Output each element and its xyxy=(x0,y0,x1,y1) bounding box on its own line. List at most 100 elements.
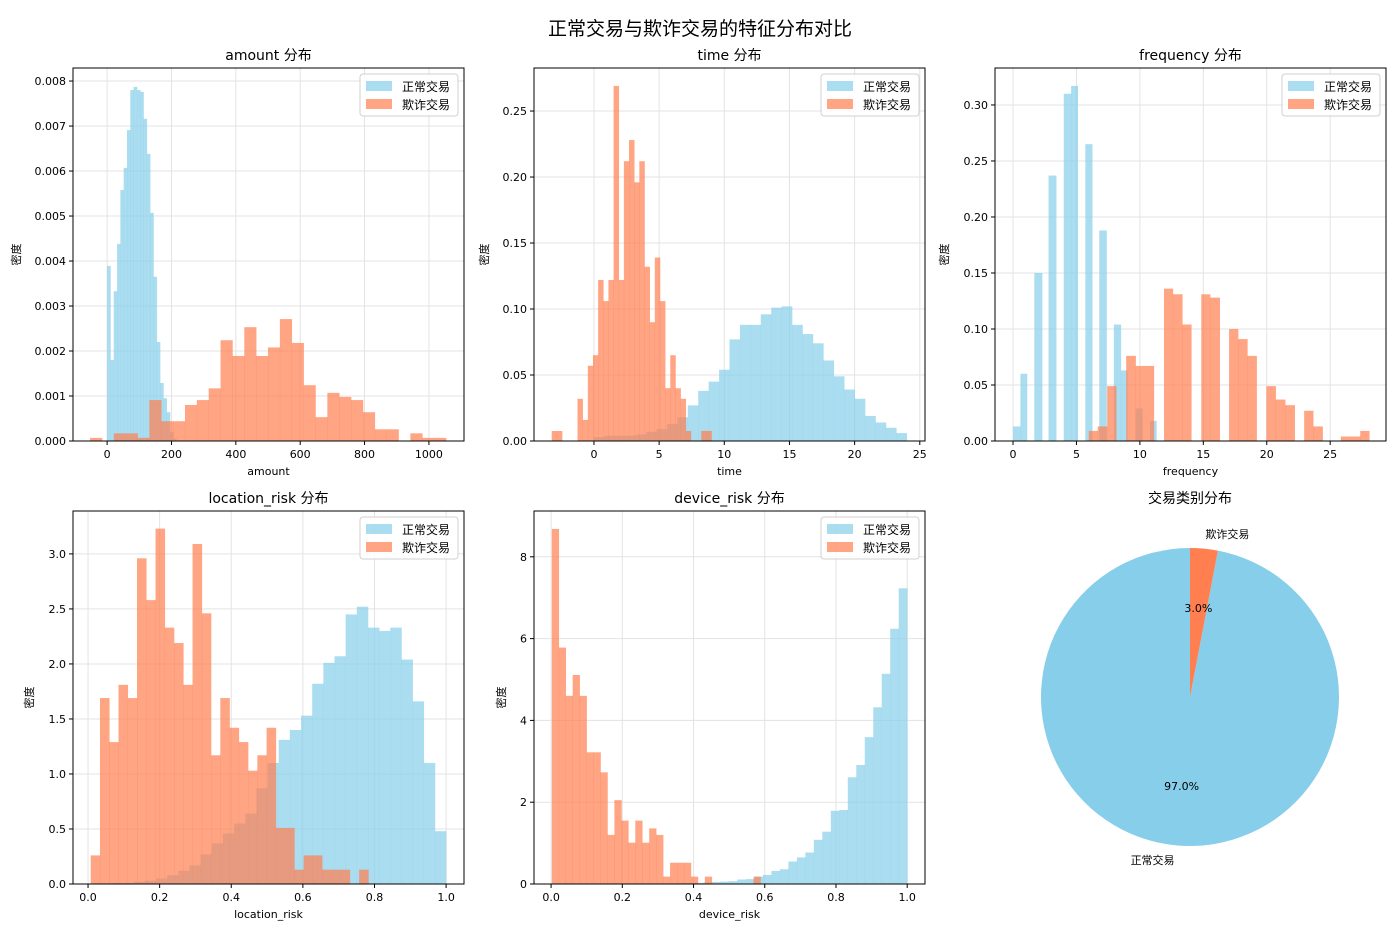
histogram-bar xyxy=(340,869,351,884)
pie-pct-label: 97.0% xyxy=(1164,780,1199,793)
histogram-bar xyxy=(586,752,594,884)
series-fraud xyxy=(90,528,369,884)
histogram-bar xyxy=(220,698,230,884)
y-tick-label: 2.0 xyxy=(49,658,67,671)
histogram-bar xyxy=(760,314,772,441)
histogram-bar xyxy=(1113,324,1122,441)
histogram-bar xyxy=(890,628,900,884)
histogram-bar xyxy=(339,396,352,441)
histogram-bar xyxy=(289,729,302,884)
histogram-bar xyxy=(422,437,435,441)
histogram-bar xyxy=(315,417,328,441)
histogram-bar xyxy=(781,306,793,441)
histogram-bar xyxy=(133,86,138,442)
histogram-bar xyxy=(847,777,857,884)
pie-slice xyxy=(1041,548,1339,847)
histogram-bar xyxy=(1034,272,1043,441)
legend-swatch xyxy=(827,524,853,534)
histogram-bar xyxy=(434,831,447,884)
histogram-bar xyxy=(839,809,849,884)
histogram-bar xyxy=(257,755,267,884)
subplot-title: frequency 分布 xyxy=(1139,48,1242,64)
x-tick-label: 0 xyxy=(104,448,111,461)
histogram-bar xyxy=(113,433,126,441)
histogram-bar xyxy=(107,265,111,441)
histogram-bar xyxy=(386,429,399,441)
histogram-bar xyxy=(164,627,175,884)
histogram-bar xyxy=(621,820,629,884)
series-fraud xyxy=(551,85,712,442)
legend-entry: 欺诈交易 xyxy=(863,540,911,555)
series-normal xyxy=(1013,85,1157,442)
x-tick-label: 0.8 xyxy=(827,891,845,904)
histogram-bar xyxy=(663,876,671,884)
legend-entry: 欺诈交易 xyxy=(402,540,450,555)
histogram-bar xyxy=(720,881,730,884)
histogram-bar xyxy=(150,212,154,441)
histogram-bar xyxy=(1182,324,1192,441)
y-tick-label: 0.003 xyxy=(35,300,67,313)
histogram-bar xyxy=(608,279,614,441)
histogram-bar xyxy=(592,355,599,441)
histogram-bar xyxy=(345,614,358,884)
histogram-bar xyxy=(312,683,324,884)
x-tick-label: 800 xyxy=(354,448,375,461)
histogram-bar xyxy=(99,698,110,884)
histogram-bar xyxy=(149,400,162,441)
histogram-bar xyxy=(303,385,316,441)
histogram-bar xyxy=(771,307,782,441)
x-tick-label: 600 xyxy=(290,448,311,461)
histogram-bar xyxy=(711,881,721,884)
legend-swatch xyxy=(827,81,853,91)
legend-entry: 正常交易 xyxy=(863,79,911,94)
histogram-bar xyxy=(813,839,823,884)
histogram-bar xyxy=(796,857,806,884)
histogram-bar xyxy=(788,861,798,884)
histogram-bar xyxy=(1340,436,1361,441)
histogram-bar xyxy=(192,544,203,884)
histogram-bar xyxy=(750,324,762,441)
histogram-bar xyxy=(675,388,681,441)
histogram-bar xyxy=(232,355,245,441)
histogram-bar xyxy=(745,879,755,884)
histogram-bar xyxy=(126,130,131,441)
y-tick-label: 0.25 xyxy=(503,105,528,118)
x-tick-label: 25 xyxy=(913,448,927,461)
histogram-bar xyxy=(160,382,164,441)
histogram-bar xyxy=(301,715,313,884)
histogram-bar xyxy=(279,319,293,441)
y-tick-label: 0.30 xyxy=(964,99,989,112)
subplot-title: amount 分布 xyxy=(225,48,311,64)
histogram-bar xyxy=(1088,430,1099,441)
y-tick-label: 6 xyxy=(520,633,527,646)
histogram-bar xyxy=(701,430,707,441)
histogram-bar xyxy=(729,339,741,441)
histogram-bar xyxy=(753,876,761,884)
series-fraud xyxy=(551,528,761,884)
y-tick-label: 0.004 xyxy=(35,255,67,268)
histogram-bar xyxy=(220,340,233,441)
y-tick-label: 0 xyxy=(520,878,527,891)
histogram-bar xyxy=(137,437,150,441)
histogram-bar xyxy=(137,558,147,884)
histogram-bar xyxy=(1135,365,1155,441)
histogram-bar xyxy=(146,600,156,884)
x-tick-label: 0.6 xyxy=(294,891,312,904)
histogram-bar xyxy=(792,324,803,441)
histogram-bar xyxy=(303,855,314,884)
y-tick-label: 2.5 xyxy=(49,603,67,616)
y-tick-label: 0.00 xyxy=(964,435,989,448)
y-tick-label: 0.20 xyxy=(503,171,528,184)
histogram-bar xyxy=(623,161,630,441)
histogram-bar xyxy=(695,882,704,884)
histogram-bar xyxy=(896,433,908,441)
y-axis-label: 密度 xyxy=(494,687,508,709)
histogram-bar xyxy=(1020,373,1028,441)
legend-entry: 正常交易 xyxy=(402,79,450,94)
y-axis-label: 密度 xyxy=(9,244,23,266)
histogram-bar xyxy=(805,852,815,884)
histogram-bar xyxy=(412,701,425,884)
histogram-bar xyxy=(163,398,167,441)
